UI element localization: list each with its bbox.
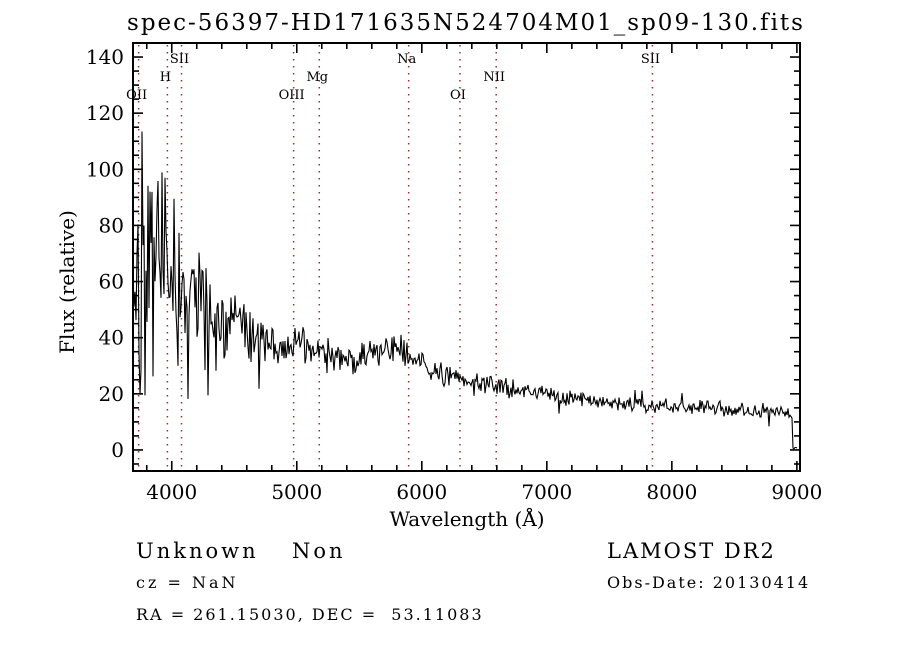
y-axis-label: Flux (relative) [55, 210, 79, 354]
marker-label-na: Na [397, 52, 416, 67]
marker-label-oi: OI [450, 88, 466, 103]
y-tick-label: 60 [99, 270, 124, 294]
plot-title: spec-56397-HD171635N524704M01_sp09-130.f… [127, 10, 805, 36]
y-tick-label: 0 [111, 438, 124, 462]
marker-label-oii: OII [126, 88, 147, 103]
x-tick-label: 6000 [396, 480, 447, 504]
obs-date-value: Obs-Date: 20130414 [607, 573, 811, 592]
y-tick-label: 80 [99, 213, 124, 237]
marker-label-mg: Mg [306, 70, 328, 85]
y-tick-label: 40 [99, 326, 124, 350]
plot-frame [132, 42, 801, 472]
y-tick-label: 20 [99, 382, 124, 406]
spectrum-trace [132, 131, 798, 450]
marker-label-sii: SII [170, 52, 189, 67]
y-tick-label: 120 [86, 101, 124, 125]
x-tick-label: 5000 [271, 480, 322, 504]
marker-label-sii: SII [641, 52, 660, 67]
marker-label-nii: NII [483, 70, 505, 85]
x-axis-label: Wavelength (Å) [389, 506, 544, 531]
x-tick-label: 8000 [646, 480, 697, 504]
cz-value: cz = NaN [136, 573, 239, 592]
x-tick-label: 4000 [146, 480, 197, 504]
marker-label-h: H [160, 70, 171, 85]
y-tick-label: 100 [86, 157, 124, 181]
y-tick-label: 140 [86, 45, 124, 69]
ra-dec-value: RA = 261.15030, DEC = 53.11083 [136, 605, 484, 624]
x-tick-label: 9000 [771, 480, 822, 504]
x-tick-label: 7000 [521, 480, 572, 504]
survey-label: LAMOST DR2 [607, 539, 776, 563]
class-label: Unknown [136, 539, 259, 563]
subclass-label: Non [292, 539, 346, 563]
marker-label-oiii: OIII [279, 88, 305, 103]
